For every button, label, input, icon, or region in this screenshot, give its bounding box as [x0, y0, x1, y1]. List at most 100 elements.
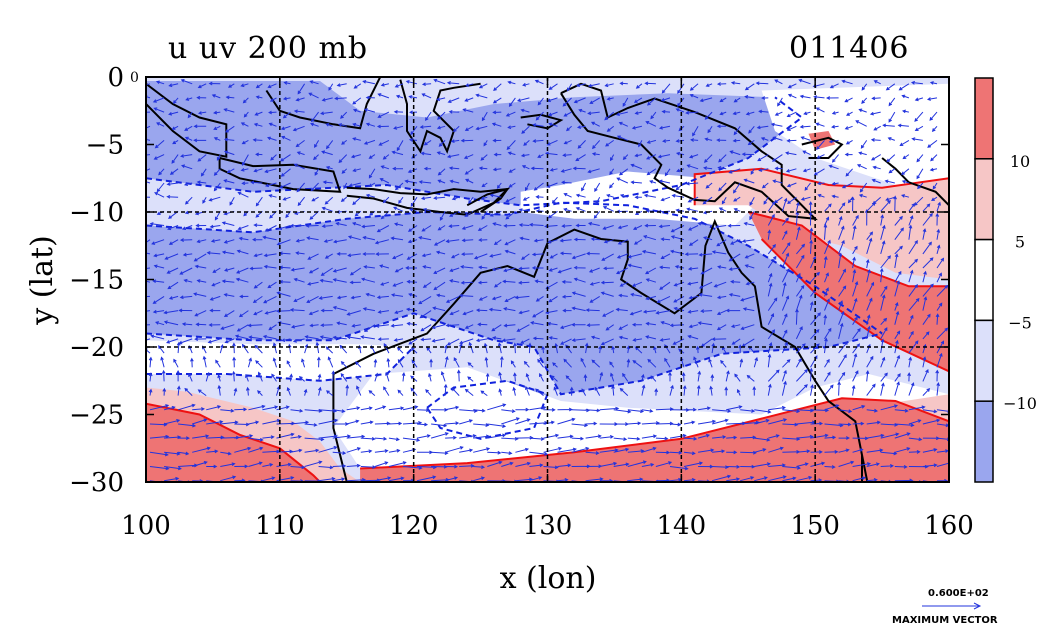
wind-vector: [740, 324, 755, 330]
wind-vector: [340, 361, 348, 368]
wind-vector: [633, 97, 643, 103]
wind-vector: [431, 407, 449, 412]
wind-vector: [166, 194, 179, 199]
wind-vector: [388, 421, 403, 426]
wind-vector: [295, 238, 305, 243]
wind-vector: [289, 373, 293, 382]
wind-vector: [221, 279, 235, 284]
wind-vector: [796, 369, 808, 382]
wind-vector: [324, 196, 334, 205]
wind-vector: [293, 277, 305, 283]
wind-vector: [687, 196, 699, 203]
x-tick-label: 140: [657, 511, 707, 541]
wind-vector: [716, 324, 727, 331]
wind-vector: [439, 211, 446, 221]
wind-vector: [221, 221, 235, 226]
wind-vector: [749, 196, 755, 206]
wind-vector: [304, 335, 319, 340]
wind-vector: [563, 358, 572, 368]
wind-vector: [392, 253, 404, 260]
colorbar-label: −10: [1003, 394, 1037, 413]
wind-vector: [734, 373, 741, 382]
wind-vector: [631, 281, 643, 287]
wind-vector: [605, 139, 614, 147]
wind-vector: [760, 137, 769, 141]
wind-vector: [209, 308, 221, 313]
wind-vector: [378, 139, 390, 146]
wind-vector: [815, 122, 825, 127]
wind-vector: [936, 228, 941, 240]
wind-vector: [852, 256, 856, 269]
wind-vector: [673, 306, 685, 312]
wind-vector: [478, 238, 488, 242]
wind-vector: [422, 281, 432, 288]
wind-vector: [622, 154, 629, 161]
wind-vector: [698, 406, 711, 411]
wind-vector: [529, 451, 549, 456]
wind-vector: [388, 448, 401, 453]
wind-vector: [932, 182, 938, 190]
wind-vector: [711, 342, 716, 354]
wind-vector: [262, 435, 275, 440]
wind-vector: [824, 287, 829, 297]
wind-vector: [571, 338, 586, 342]
wind-vector: [257, 390, 263, 396]
wind-vector: [777, 97, 783, 107]
wind-vector: [548, 111, 558, 117]
wind-vector: [460, 280, 474, 285]
wind-vector: [922, 270, 927, 283]
wind-vector: [435, 250, 446, 255]
wind-vector: [618, 168, 629, 176]
wind-vector: [660, 253, 671, 259]
wind-vector: [350, 154, 361, 159]
wind-vector: [340, 372, 348, 382]
wind-vector: [336, 252, 347, 256]
wind-vector: [610, 372, 615, 382]
wind-vector: [561, 224, 572, 228]
wind-vector: [687, 309, 699, 314]
wind-vector: [730, 81, 741, 85]
wind-vector: [922, 257, 934, 269]
wind-vector: [852, 343, 861, 354]
wind-vector: [192, 407, 205, 411]
wind-vector: [711, 474, 732, 482]
wind-vector: [234, 446, 252, 453]
wind-vector: [768, 434, 780, 439]
wind-vector: [571, 306, 586, 312]
wind-vector: [635, 83, 643, 89]
wind-vector: [320, 111, 333, 116]
wind-vector: [238, 236, 249, 241]
wind-vector: [280, 125, 291, 131]
wind-vector: [657, 154, 671, 159]
wind-vector: [437, 225, 446, 231]
wind-vector: [438, 140, 446, 147]
wind-vector: [374, 436, 388, 441]
wind-vector: [146, 154, 151, 156]
wind-vector: [392, 166, 404, 171]
wind-vector: [687, 225, 699, 231]
wind-vector: [382, 154, 390, 160]
wind-vector: [172, 97, 179, 104]
wind-vector: [332, 335, 347, 340]
wind-vector: [293, 109, 305, 114]
wind-vector: [733, 182, 741, 194]
wind-vector: [673, 281, 685, 287]
wind-vector: [873, 80, 881, 85]
wind-vector: [459, 448, 474, 453]
wind-vector: [936, 327, 949, 340]
wind-vector: [936, 302, 943, 311]
wind-vector: [645, 278, 657, 283]
wind-vector: [462, 310, 474, 316]
wind-vector: [716, 295, 727, 300]
wind-vector: [711, 250, 727, 255]
wind-vector: [698, 448, 715, 453]
wind-vector: [774, 79, 783, 85]
wind-vector: [179, 295, 193, 300]
coastline-sulawesi: [399, 79, 481, 154]
wind-vector: [576, 125, 586, 129]
wind-vector: [718, 207, 727, 212]
wind-vector: [893, 195, 897, 212]
wind-vector: [464, 97, 474, 102]
wind-vector: [477, 280, 488, 285]
wind-vector: [306, 295, 319, 303]
